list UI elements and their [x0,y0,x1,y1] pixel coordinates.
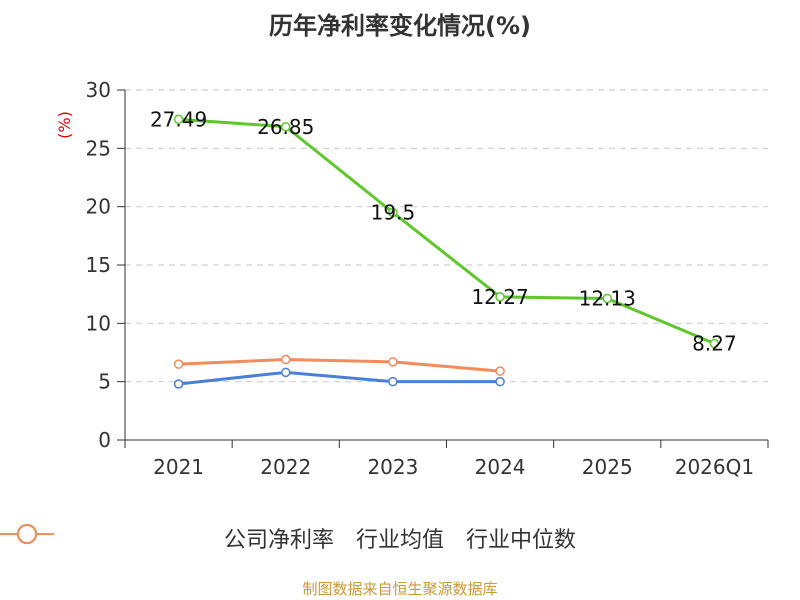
data-label: 26.85 [257,115,314,139]
x-tick-label: 2026Q1 [675,455,754,479]
series-line [178,358,501,373]
y-tick-label: 25 [86,136,111,160]
legend-item-industry-median[interactable]: 行业中位数 [0,522,577,554]
data-point [495,292,505,302]
series-line [178,117,715,345]
data-point [281,354,291,365]
legend-label: 行业中位数 [466,528,577,553]
legend-label: 公司净利率 [223,528,334,553]
legend-item-industry-mean[interactable]: 行业均值 [0,522,444,554]
data-point [602,293,612,304]
data-point [388,376,398,387]
data-point [388,357,398,367]
source-note: 制图数据来自恒生聚源数据库 [302,580,498,598]
y-tick-label: 30 [86,78,111,102]
y-tick-label: 5 [98,370,111,394]
data-point [173,359,184,369]
data-point [173,379,184,389]
data-point [709,338,720,349]
data-point [388,207,398,218]
data-label: 27.49 [150,107,207,131]
data-label: 8.27 [692,332,737,356]
data-label: 19.5 [371,201,416,225]
chart-title: 历年净利率变化情况(%) [269,12,531,40]
x-tick-label: 2021 [153,455,204,479]
y-tick-label: 20 [86,195,111,219]
data-point [281,122,291,132]
y-tick-label: 10 [86,311,111,335]
series-layer: 27.49 26.85 19.5 12.27 12.13 8.27 [150,107,737,389]
x-tick-label: 2023 [367,455,418,479]
series-line [178,370,501,386]
data-point [281,367,291,378]
x-tick-label: 2025 [582,455,633,479]
data-label: 12.27 [471,285,528,309]
legend: 公司净利率 行业均值 行业中位数 [0,522,800,554]
grid-lines [125,89,768,383]
y-axis-label: (%) [55,111,74,139]
y-tick-label: 0 [98,428,111,452]
legend-marker-icon [0,524,54,544]
x-tick-label: 2024 [475,455,526,479]
data-point [495,376,505,387]
data-point [495,366,505,376]
legend-label: 行业均值 [355,528,444,553]
x-tick-label: 2022 [260,455,311,479]
y-tick-label: 15 [86,253,111,277]
data-point [173,114,184,125]
legend-item-company[interactable]: 公司净利率 [0,522,334,554]
data-label: 12.13 [579,286,636,310]
